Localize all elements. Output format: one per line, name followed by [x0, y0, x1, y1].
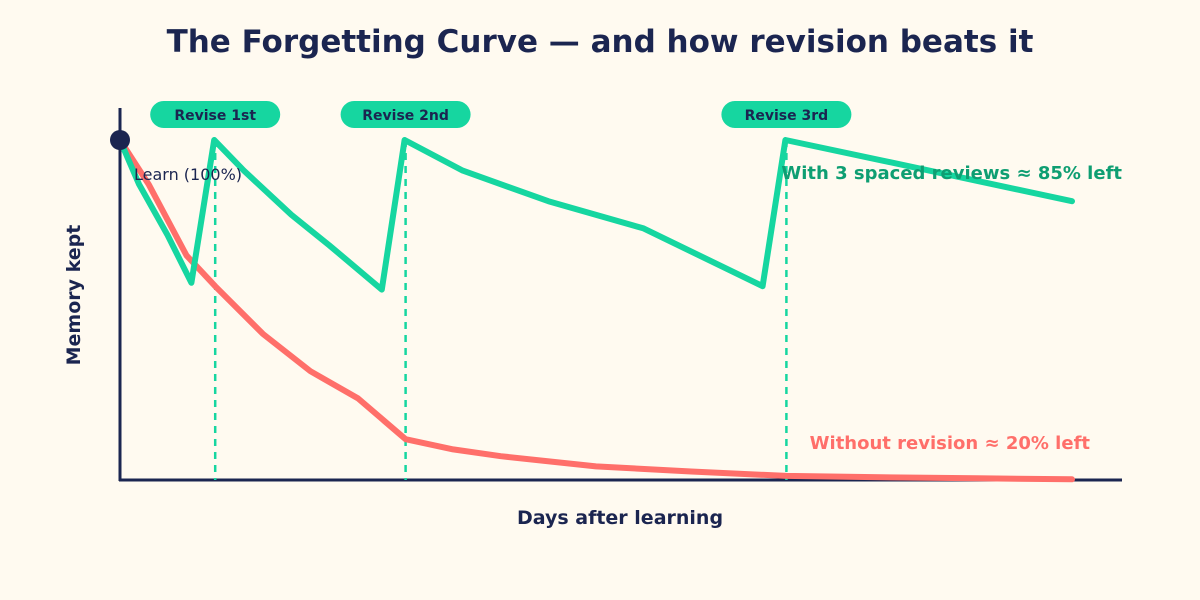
start-point [110, 130, 130, 150]
revision-badge-1 [150, 101, 281, 128]
series-lines [117, 137, 1075, 483]
legend-with-revision: With 3 spaced reviews ≈ 85% left [781, 163, 1122, 184]
legend-without-revision: Without revision ≈ 20% left [810, 433, 1091, 454]
without-revision-line [117, 137, 1075, 483]
chart-title: The Forgetting Curve — and how revision … [167, 24, 1034, 60]
revision-badge-label-3: Revise 3rd [745, 108, 829, 124]
x-axis-label: Days after learning [517, 507, 723, 529]
revision-markers: Revise 1st Revise 2nd Revise 3rd [150, 101, 852, 480]
start-label: Learn (100%) [134, 165, 242, 184]
revision-badge-label-2: Revise 2nd [362, 108, 449, 124]
revision-badge-2 [340, 101, 471, 128]
y-axis-label: Memory kept [63, 225, 85, 366]
with-revision-line [117, 137, 1075, 293]
revision-badge-label-1: Revise 1st [174, 108, 256, 124]
revision-badge-3 [721, 101, 852, 128]
